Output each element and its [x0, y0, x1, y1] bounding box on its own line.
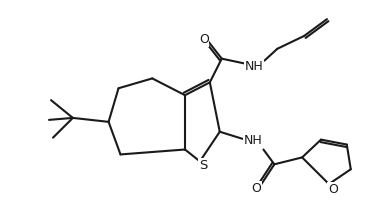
Text: O: O [328, 183, 338, 196]
Text: NH: NH [244, 134, 263, 147]
Text: O: O [251, 181, 261, 194]
Text: O: O [199, 33, 209, 46]
Text: S: S [199, 159, 207, 172]
Text: NH: NH [245, 60, 264, 73]
